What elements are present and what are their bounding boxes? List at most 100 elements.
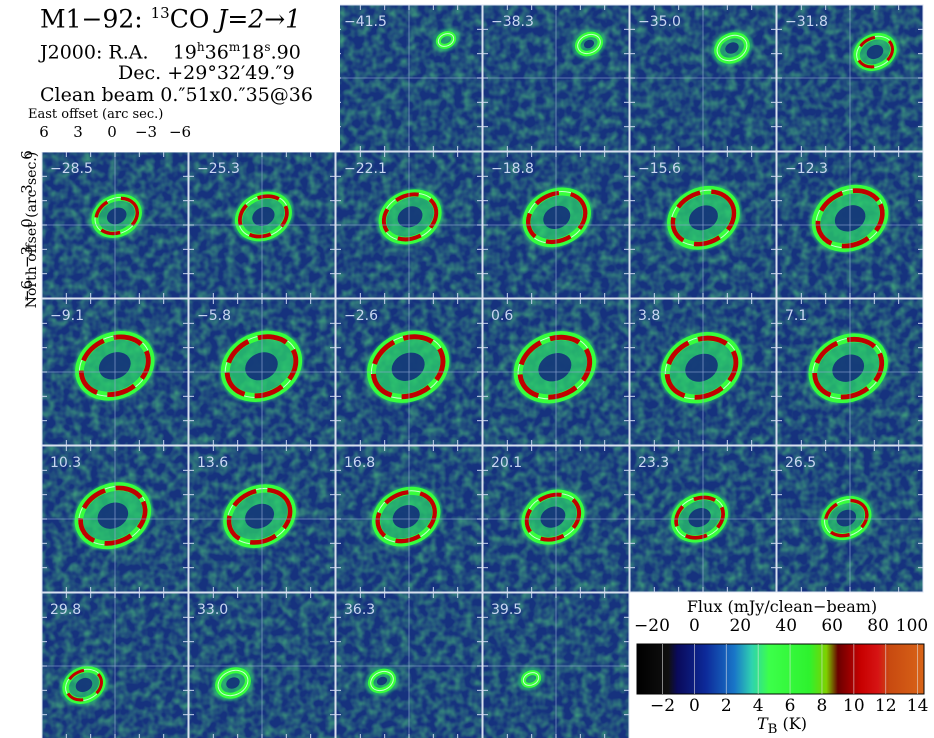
channel-panel: 36.3 — [335, 592, 483, 738]
velocity-label: 7.1 — [785, 308, 807, 324]
contour-line — [370, 670, 394, 692]
panel-frame — [335, 298, 483, 446]
panel-frame — [335, 592, 483, 738]
panel-frame — [188, 445, 336, 593]
panel-frame — [776, 4, 924, 152]
panel-frame — [776, 151, 924, 299]
panel-frame — [482, 445, 630, 593]
peak-emission — [517, 334, 593, 400]
panel-frame — [482, 298, 630, 446]
x-axis-label: East offset (arc sec.) — [28, 107, 164, 122]
velocity-label: −2.6 — [344, 308, 378, 324]
colorbar-flux-tick: 60 — [821, 616, 843, 636]
ra-fraction: .90 — [270, 41, 301, 64]
colorbar-flux-tick: 20 — [729, 616, 752, 636]
shell-cavity — [245, 503, 275, 529]
tb-subscript: B — [767, 722, 778, 738]
ra-line: J2000: R.A. 19h36m18s.90 — [40, 40, 301, 63]
colorbar-tb-tick: 12 — [874, 696, 897, 716]
shell-cavity — [391, 352, 425, 381]
colorbar-tb-tick: 8 — [816, 696, 828, 716]
x-tick-label: 0 — [107, 123, 117, 141]
panel-frame — [629, 4, 777, 152]
contour-line — [437, 33, 455, 47]
velocity-label: 33.0 — [197, 602, 228, 618]
velocity-label: −38.3 — [491, 14, 534, 30]
shell-cavity — [725, 42, 739, 54]
colorbar — [636, 643, 925, 695]
panel-frame — [335, 151, 483, 299]
shell-cavity — [252, 206, 275, 226]
channel-panel: 10.3 — [41, 445, 189, 593]
shell-cavity — [392, 505, 420, 529]
channel-panel: 29.8 — [41, 592, 189, 738]
x-tick-label: 3 — [73, 123, 83, 141]
colorbar-tb-tick: 2 — [720, 696, 732, 716]
beam-value: 0.″51x0.″35@36 — [160, 84, 313, 106]
x-tick-label: 6 — [39, 123, 49, 141]
channel-panel: −2.6 — [335, 298, 483, 446]
y-tick-label: 0 — [18, 218, 36, 228]
panel-frame — [629, 151, 777, 299]
channel-panel: −35.0 — [629, 4, 777, 152]
channel-panel: −18.8 — [482, 151, 630, 299]
velocity-label: 3.8 — [638, 308, 660, 324]
velocity-label: 16.8 — [344, 455, 375, 471]
beam-label: Clean beam — [40, 84, 155, 106]
dec-value: +29°32′49.″9 — [167, 62, 295, 84]
channel-panel: 0.6 — [482, 298, 630, 446]
velocity-label: −22.1 — [344, 161, 387, 177]
shell-cavity — [397, 206, 423, 228]
colorbar-gradient — [636, 643, 925, 695]
peak-emission — [526, 190, 588, 245]
channel-panel: 16.8 — [335, 445, 483, 593]
colorbar-tb-tick: 0 — [688, 696, 700, 716]
x-tick-label: −3 — [134, 123, 158, 141]
ra-seconds-unit: s — [264, 40, 271, 54]
peak-emission — [856, 35, 894, 69]
channel-panel: 26.5 — [776, 445, 924, 593]
velocity-label: −25.3 — [197, 161, 240, 177]
shell-cavity — [832, 354, 865, 382]
shell-cavity — [583, 39, 595, 49]
peak-emission — [670, 189, 737, 247]
shell-cavity — [97, 502, 129, 529]
channel-panel: −12.3 — [776, 151, 924, 299]
panel-frame — [41, 151, 189, 299]
velocity-label: −31.8 — [785, 14, 828, 30]
velocity-label: −18.8 — [491, 161, 534, 177]
peak-emission — [238, 194, 289, 239]
channel-panel: −22.1 — [335, 151, 483, 299]
peak-emission — [370, 334, 446, 400]
tb-unit: (K) — [777, 714, 807, 733]
shell-cavity — [376, 676, 388, 686]
panel-frame — [188, 592, 336, 738]
channel-panel: 39.5 — [482, 592, 630, 738]
velocity-label: 26.5 — [785, 455, 816, 471]
velocity-label: 13.6 — [197, 455, 228, 471]
colorbar-flux-tick: −20 — [634, 616, 670, 636]
peak-emission — [65, 668, 103, 702]
header-panel: M1−92: 13CO J=2→1 J2000: R.A. 19h36m18s.… — [0, 0, 340, 152]
panel-frame — [482, 151, 630, 299]
peak-emission — [78, 485, 148, 546]
peak-emission — [226, 487, 293, 545]
peak-emission — [674, 495, 725, 540]
peak-emission — [224, 334, 299, 399]
shell-cavity — [245, 352, 278, 381]
shell-cavity — [75, 677, 93, 693]
velocity-label: 0.6 — [491, 308, 513, 324]
panel-frame — [188, 151, 336, 299]
velocity-label: −41.5 — [344, 14, 387, 30]
peak-emission — [78, 334, 151, 398]
object-name: M1−92: — [40, 4, 143, 34]
channel-panel: 7.1 — [776, 298, 924, 446]
velocity-label: −9.1 — [50, 308, 84, 324]
shell-cavity — [540, 506, 566, 528]
panel-frame — [188, 298, 336, 446]
velocity-label: 10.3 — [50, 455, 81, 471]
velocity-label: 20.1 — [491, 455, 522, 471]
velocity-label: −12.3 — [785, 161, 828, 177]
